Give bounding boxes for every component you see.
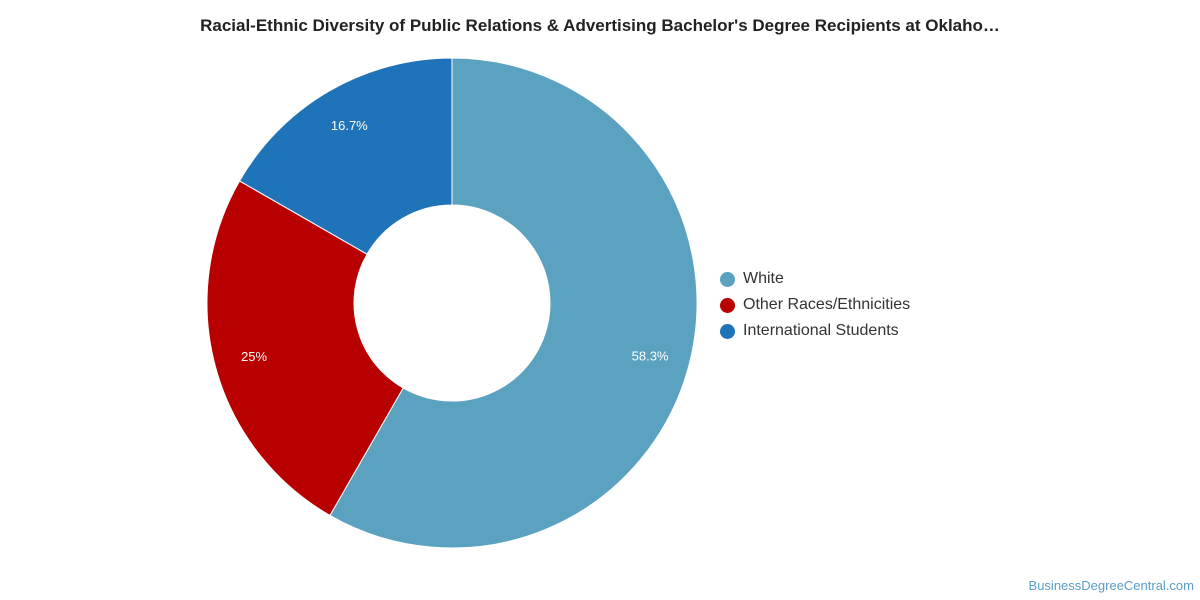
legend-label: White <box>743 270 784 287</box>
legend-label: Other Races/Ethnicities <box>743 296 911 313</box>
chart-legend: White Other Races/Ethnicities Internatio… <box>720 266 910 344</box>
slice-data-label-1: 25% <box>241 349 267 364</box>
slice-data-label-0: 58.3% <box>632 348 669 363</box>
donut-slice-0[interactable] <box>329 57 698 549</box>
donut-data-labels: 58.3% 25% 16.7% <box>241 118 669 364</box>
donut-slice-1[interactable] <box>206 180 404 517</box>
legend-label: International Students <box>743 322 899 339</box>
legend-swatch-other-races <box>720 297 735 313</box>
legend-item-white[interactable]: White <box>720 266 910 292</box>
donut-slices <box>206 57 698 549</box>
legend-swatch-white <box>720 271 735 287</box>
source-watermark[interactable]: BusinessDegreeCentral.com <box>1028 578 1194 593</box>
legend-item-other-races[interactable]: Other Races/Ethnicities <box>720 292 910 318</box>
chart-title: Racial-Ethnic Diversity of Public Relati… <box>200 16 1000 35</box>
legend-item-international[interactable]: International Students <box>720 318 910 344</box>
donut-slice-2[interactable] <box>238 57 453 255</box>
legend-swatch-international <box>720 323 735 339</box>
slice-data-label-2: 16.7% <box>331 118 368 133</box>
